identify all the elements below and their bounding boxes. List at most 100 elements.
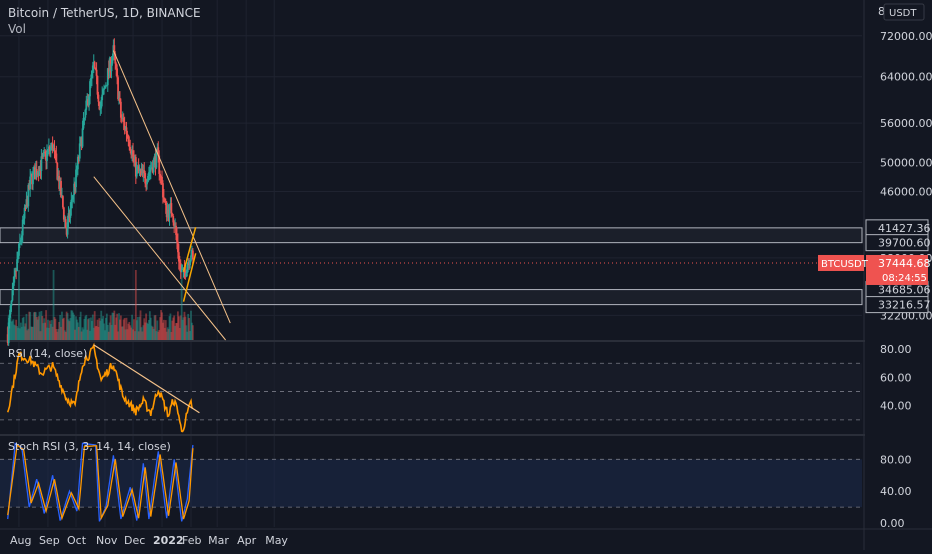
- candle-body: [39, 166, 42, 171]
- time-tick-label: Oct: [67, 534, 87, 547]
- volume-bar: [174, 325, 177, 340]
- candle-body: [99, 108, 102, 110]
- candle-body: [50, 142, 53, 148]
- volume-bar: [105, 317, 107, 340]
- volume-bar: [145, 313, 148, 340]
- volume-bar: [172, 317, 175, 340]
- candle-body: [181, 269, 184, 271]
- volume-bar: [61, 311, 63, 340]
- volume-bar: [107, 331, 110, 340]
- volume-bar: [67, 319, 70, 340]
- candle-body: [103, 88, 105, 90]
- volume-bar: [71, 310, 74, 340]
- candle-body: [169, 203, 172, 205]
- price-level-label: 39700.60: [878, 237, 931, 250]
- volume-bar: [25, 313, 28, 340]
- candle-body: [73, 183, 76, 196]
- volume-bar: [122, 319, 125, 340]
- candle-body: [102, 89, 105, 95]
- time-tick-label: Apr: [237, 534, 257, 547]
- candle-body: [67, 213, 70, 223]
- volume-bar: [88, 318, 90, 340]
- candle-body: [158, 155, 161, 174]
- candle-body: [47, 146, 50, 151]
- candle-body: [133, 156, 135, 159]
- volume-bar: [76, 322, 79, 340]
- volume-bar: [87, 319, 90, 340]
- candle-body: [131, 150, 133, 155]
- rsi-label[interactable]: RSI (14, close): [8, 347, 88, 360]
- candle-body: [93, 62, 96, 68]
- volume-bar: [58, 321, 61, 340]
- trendline: [112, 50, 231, 324]
- stoch-rsi-label[interactable]: Stoch RSI (3, 3, 14, 14, close): [8, 440, 171, 453]
- volume-label[interactable]: Vol: [8, 22, 26, 36]
- volume-bar: [99, 320, 102, 340]
- candle-body: [118, 98, 120, 100]
- volume-bar: [20, 326, 23, 340]
- volume-bar: [56, 331, 59, 340]
- volume-bar: [72, 312, 75, 340]
- volume-bar: [8, 318, 11, 340]
- channel-lower: [182, 253, 197, 302]
- candle-body: [82, 118, 85, 129]
- volume-bar: [112, 312, 115, 340]
- volume-bar: [179, 315, 182, 340]
- volume-bar: [166, 327, 169, 340]
- symbol-title[interactable]: Bitcoin / TetherUS, 1D, BINANCE: [8, 6, 201, 20]
- candle-body: [81, 128, 84, 147]
- volume-bar: [128, 321, 131, 340]
- candle-body: [108, 58, 111, 73]
- candle-body: [191, 250, 194, 260]
- candle-body: [23, 207, 26, 219]
- candle-body: [184, 270, 187, 277]
- candle-body: [164, 201, 167, 206]
- volume-bar: [50, 320, 53, 340]
- candle-body: [53, 147, 56, 151]
- volume-bar: [101, 318, 104, 340]
- candle-body: [66, 222, 69, 235]
- price-level-label: 33216.57: [878, 299, 931, 312]
- candle-body: [51, 142, 54, 151]
- volume-bar: [66, 313, 69, 340]
- volume-bar: [109, 315, 112, 340]
- volume-bar: [37, 316, 40, 340]
- candle-body: [130, 150, 133, 155]
- candle-body: [143, 170, 146, 174]
- volume-bar: [19, 322, 22, 340]
- volume-bar: [176, 323, 178, 340]
- time-tick-label: May: [265, 534, 288, 547]
- volume-bar: [164, 320, 167, 340]
- rsi-trendline: [93, 344, 200, 414]
- candle-body: [35, 168, 38, 176]
- stoch-k-line: [7, 442, 194, 522]
- volume-bar: [62, 318, 64, 340]
- candle-body: [147, 176, 149, 182]
- candle-body: [21, 219, 24, 236]
- volume-bar: [49, 324, 52, 340]
- volume-bar: [123, 318, 126, 340]
- volume-bar: [24, 323, 27, 340]
- candle-body: [138, 168, 141, 171]
- time-tick-label: 2022: [153, 534, 184, 547]
- candle-body: [86, 99, 89, 101]
- candle-body: [30, 173, 33, 177]
- volume-bar: [142, 325, 145, 340]
- volume-bar: [161, 312, 163, 340]
- candles: [6, 38, 194, 346]
- volume-bar: [120, 326, 123, 340]
- volume-bar: [10, 321, 13, 340]
- volume-bar: [148, 320, 150, 340]
- candle-body: [48, 146, 51, 151]
- currency-badge: [883, 3, 925, 21]
- candle-body: [134, 157, 136, 159]
- candle-body: [116, 68, 119, 78]
- volume-bar: [151, 326, 154, 340]
- volume-bar: [113, 310, 116, 340]
- volume-bar: [27, 328, 30, 340]
- volume-bar: [144, 322, 147, 340]
- volume-bar: [93, 311, 96, 340]
- volume-bar: [186, 331, 189, 340]
